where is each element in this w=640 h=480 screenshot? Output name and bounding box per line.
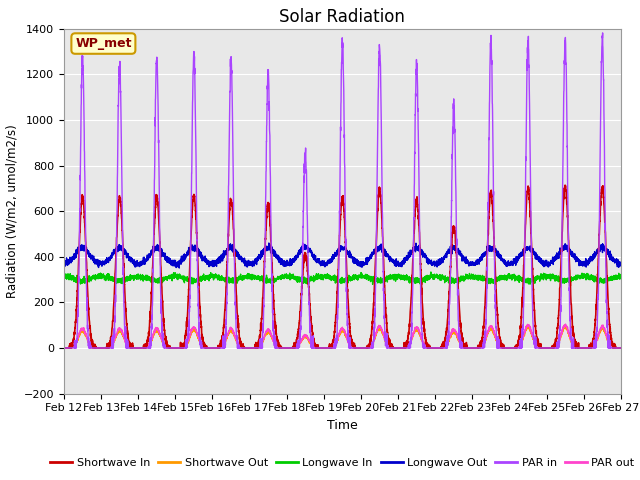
Shortwave Out bbox=[160, 340, 168, 346]
Shortwave In bbox=[467, 345, 475, 351]
PAR in bbox=[322, 345, 330, 351]
Longwave In bbox=[160, 276, 168, 282]
Shortwave In bbox=[160, 322, 168, 327]
Shortwave Out bbox=[499, 344, 506, 350]
Longwave In bbox=[499, 276, 507, 282]
Line: Shortwave In: Shortwave In bbox=[64, 185, 621, 348]
PAR out bbox=[160, 341, 168, 347]
Longwave In bbox=[436, 275, 444, 280]
Longwave Out bbox=[160, 254, 168, 260]
Shortwave Out bbox=[467, 345, 475, 351]
PAR out bbox=[562, 321, 570, 327]
Longwave In bbox=[60, 273, 68, 279]
PAR out bbox=[499, 345, 506, 351]
PAR in bbox=[616, 345, 624, 351]
PAR in bbox=[467, 345, 475, 351]
Line: PAR out: PAR out bbox=[64, 324, 621, 348]
Shortwave In bbox=[617, 345, 625, 351]
Longwave Out bbox=[175, 265, 183, 271]
PAR in bbox=[599, 30, 607, 36]
Shortwave In bbox=[60, 345, 68, 351]
Line: Longwave Out: Longwave Out bbox=[64, 243, 621, 268]
Shortwave In bbox=[616, 345, 624, 351]
Longwave In bbox=[369, 282, 376, 288]
Title: Solar Radiation: Solar Radiation bbox=[280, 8, 405, 26]
PAR out bbox=[617, 345, 625, 351]
Line: Shortwave Out: Shortwave Out bbox=[64, 326, 621, 348]
Longwave In bbox=[617, 276, 625, 281]
PAR out bbox=[322, 345, 330, 351]
Shortwave Out bbox=[322, 345, 330, 351]
PAR out bbox=[467, 345, 475, 351]
Shortwave In bbox=[499, 344, 506, 350]
Shortwave Out bbox=[436, 345, 444, 351]
PAR out bbox=[60, 345, 68, 351]
Longwave Out bbox=[60, 260, 68, 266]
Shortwave In bbox=[436, 345, 444, 351]
PAR out bbox=[616, 345, 624, 351]
Shortwave Out bbox=[60, 345, 68, 351]
Longwave In bbox=[322, 276, 330, 281]
PAR in bbox=[160, 345, 168, 351]
Longwave In bbox=[468, 274, 476, 279]
Longwave Out bbox=[436, 261, 444, 267]
Longwave In bbox=[427, 269, 435, 275]
Longwave Out bbox=[617, 261, 625, 266]
X-axis label: Time: Time bbox=[327, 419, 358, 432]
Shortwave Out bbox=[617, 345, 625, 351]
Shortwave Out bbox=[525, 323, 532, 329]
PAR in bbox=[436, 345, 444, 351]
PAR in bbox=[617, 345, 625, 351]
Line: Longwave In: Longwave In bbox=[64, 272, 621, 285]
PAR in bbox=[499, 345, 506, 351]
Shortwave Out bbox=[616, 345, 624, 351]
Longwave In bbox=[616, 272, 624, 277]
Longwave Out bbox=[265, 240, 273, 246]
Longwave Out bbox=[499, 258, 507, 264]
Longwave Out bbox=[468, 262, 476, 268]
Longwave Out bbox=[322, 261, 330, 267]
Line: PAR in: PAR in bbox=[64, 33, 621, 348]
Longwave Out bbox=[616, 259, 624, 265]
Shortwave In bbox=[322, 345, 330, 351]
PAR out bbox=[436, 345, 444, 351]
Shortwave In bbox=[561, 182, 569, 188]
PAR in bbox=[60, 345, 68, 351]
Y-axis label: Radiation (W/m2, umol/m2/s): Radiation (W/m2, umol/m2/s) bbox=[5, 124, 18, 298]
Text: WP_met: WP_met bbox=[75, 37, 132, 50]
Legend: Shortwave In, Shortwave Out, Longwave In, Longwave Out, PAR in, PAR out: Shortwave In, Shortwave Out, Longwave In… bbox=[46, 454, 639, 473]
